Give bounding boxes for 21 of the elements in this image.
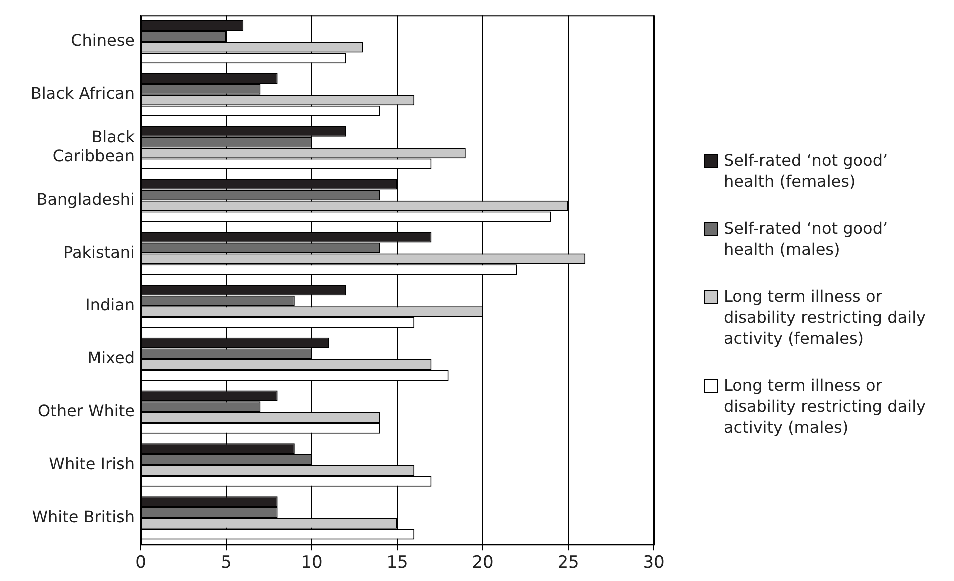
y-tick-label: Indian bbox=[86, 296, 135, 315]
x-tick-label: 10 bbox=[301, 553, 323, 574]
x-tick-label: 25 bbox=[558, 553, 580, 574]
y-tick-label: Mixed bbox=[88, 348, 135, 368]
legend-label: Self-rated ‘not good’ health (females) bbox=[724, 150, 890, 192]
y-tick-label: White Irish bbox=[49, 454, 135, 474]
x-tick-label: 5 bbox=[221, 553, 232, 574]
x-tick-label: 20 bbox=[472, 553, 494, 574]
y-tick-label: Chinese bbox=[71, 31, 135, 50]
y-tick-label: Black African bbox=[30, 84, 135, 104]
y-tick-label: White British bbox=[32, 507, 135, 526]
y-tick-label: Bangladeshi bbox=[36, 190, 135, 209]
legend-label: Long term illness or disability restricting daily activity (females) bbox=[724, 286, 927, 349]
x-tick-label: 15 bbox=[386, 553, 408, 574]
x-tick-label: 30 bbox=[643, 553, 665, 574]
y-tick-label: Pakistani bbox=[64, 242, 135, 262]
x-tick-label: 0 bbox=[136, 553, 146, 574]
legend-label: Self-rated ‘not good’ health (males) bbox=[724, 218, 890, 260]
text: Long term illness or disability restricting daily activity (males) bbox=[724, 375, 927, 438]
y-tick-label: Other White bbox=[38, 402, 135, 421]
y-tick-label: Black Caribbean bbox=[52, 127, 136, 166]
